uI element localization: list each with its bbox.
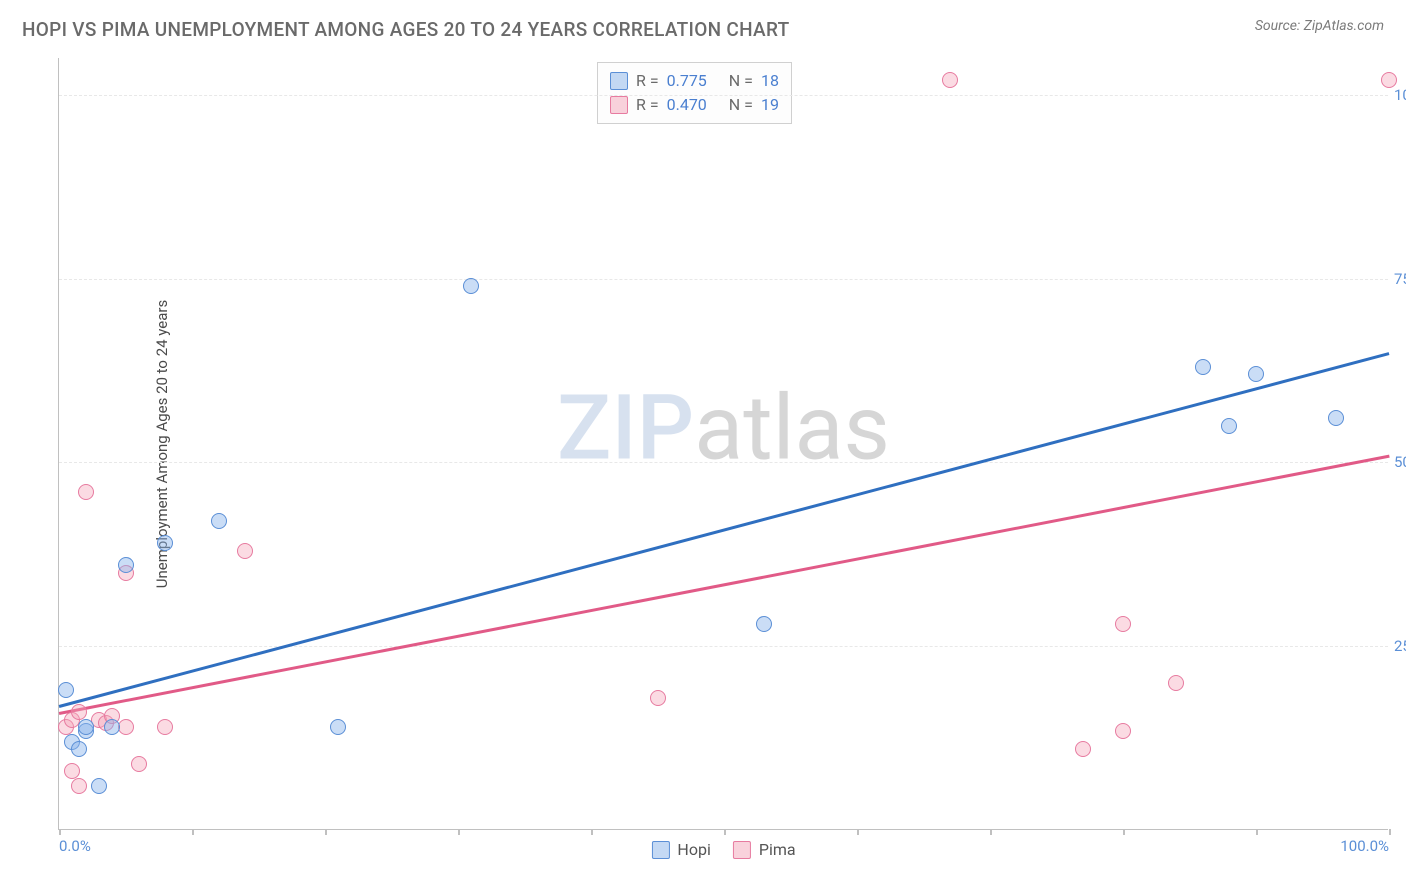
hopi-data-point: [756, 616, 772, 632]
series-legend: Hopi Pima: [651, 840, 795, 859]
chart-title: HOPI VS PIMA UNEMPLOYMENT AMONG AGES 20 …: [22, 18, 789, 41]
x-tick-mark: [857, 829, 859, 835]
y-tick-label: 100.0%: [1394, 86, 1406, 104]
pima-data-point: [78, 484, 94, 500]
pima-data-point: [1115, 723, 1131, 739]
x-tick-mark: [458, 829, 460, 835]
hopi-data-point: [118, 557, 134, 573]
x-tick-mark: [192, 829, 194, 835]
pima-data-point: [71, 778, 87, 794]
x-tick-mark: [1256, 829, 1258, 835]
x-tick-mark: [59, 829, 61, 835]
x-tick-mark: [325, 829, 327, 835]
hopi-swatch-icon: [610, 72, 628, 90]
pima-data-point: [157, 719, 173, 735]
pima-data-point: [71, 704, 87, 720]
x-tick-mark: [1389, 829, 1391, 835]
hopi-data-point: [91, 778, 107, 794]
y-tick-label: 75.0%: [1394, 270, 1406, 288]
hopi-swatch-icon: [651, 841, 669, 859]
gridline: [59, 462, 1388, 463]
pima-swatch-icon: [733, 841, 751, 859]
hopi-data-point: [463, 278, 479, 294]
pima-trendline: [59, 455, 1389, 715]
hopi-data-point: [1221, 418, 1237, 434]
x-tick-mark: [990, 829, 992, 835]
hopi-trendline: [59, 352, 1390, 707]
y-tick-label: 25.0%: [1394, 637, 1406, 655]
plot-area: ZIPatlas R = 0.775 N = 18 R = 0.470 N = …: [58, 58, 1388, 830]
x-tick-label: 100.0%: [1340, 837, 1389, 855]
hopi-data-point: [71, 741, 87, 757]
pima-data-point: [1168, 675, 1184, 691]
hopi-data-point: [1195, 359, 1211, 375]
x-tick-mark: [724, 829, 726, 835]
pima-swatch-icon: [610, 96, 628, 114]
hopi-data-point: [104, 719, 120, 735]
watermark: ZIPatlas: [557, 376, 890, 481]
pima-data-point: [942, 72, 958, 88]
pima-data-point: [1115, 616, 1131, 632]
hopi-data-point: [58, 682, 74, 698]
gridline: [59, 95, 1388, 96]
hopi-data-point: [211, 513, 227, 529]
legend-row-pima: R = 0.470 N = 19: [610, 93, 779, 117]
hopi-data-point: [78, 719, 94, 735]
pima-data-point: [1381, 72, 1397, 88]
correlation-legend: R = 0.775 N = 18 R = 0.470 N = 19: [597, 62, 792, 124]
hopi-data-point: [330, 719, 346, 735]
pima-data-point: [1075, 741, 1091, 757]
x-tick-mark: [591, 829, 593, 835]
hopi-data-point: [1248, 366, 1264, 382]
pima-data-point: [650, 690, 666, 706]
gridline: [59, 279, 1388, 280]
gridline: [59, 646, 1388, 647]
legend-row-hopi: R = 0.775 N = 18: [610, 69, 779, 93]
legend-item-pima: Pima: [733, 840, 796, 859]
pima-data-point: [237, 543, 253, 559]
source-attribution: Source: ZipAtlas.com: [1255, 18, 1384, 34]
hopi-data-point: [1328, 410, 1344, 426]
hopi-data-point: [157, 535, 173, 551]
x-tick-mark: [1123, 829, 1125, 835]
legend-item-hopi: Hopi: [651, 840, 710, 859]
pima-data-point: [131, 756, 147, 772]
y-tick-label: 50.0%: [1394, 453, 1406, 471]
pima-data-point: [64, 763, 80, 779]
chart-container: Unemployment Among Ages 20 to 24 years Z…: [58, 58, 1388, 830]
x-tick-label: 0.0%: [59, 837, 91, 855]
